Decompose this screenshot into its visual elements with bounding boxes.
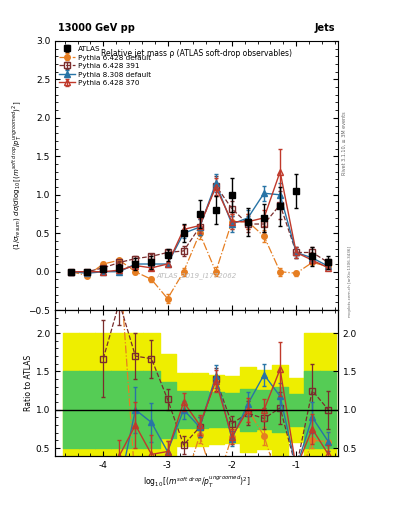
Text: 13000 GeV pp: 13000 GeV pp <box>58 23 135 33</box>
Y-axis label: Ratio to ATLAS: Ratio to ATLAS <box>24 355 33 411</box>
Y-axis label: $(1/\sigma_{resum})$ $d\sigma/d\log_{10}[(m^{soft\ drop}/p_T^{ungroomed})^2]$: $(1/\sigma_{resum})$ $d\sigma/d\log_{10}… <box>11 101 24 250</box>
Text: mcplots.cern.ch [arXiv:1306.3436]: mcplots.cern.ch [arXiv:1306.3436] <box>348 246 352 317</box>
Text: ATLAS_2019_I1772062: ATLAS_2019_I1772062 <box>156 272 237 279</box>
Text: Jets: Jets <box>315 23 335 33</box>
Legend: ATLAS, Pythia 6.428 default, Pythia 6.428 391, Pythia 8.308 default, Pythia 6.42: ATLAS, Pythia 6.428 default, Pythia 6.42… <box>57 43 153 88</box>
X-axis label: $\log_{10}[(m^{soft\ drop}/p_T^{ungroomed})^2]$: $\log_{10}[(m^{soft\ drop}/p_T^{ungroome… <box>143 474 250 490</box>
Text: Rivet 3.1.10, ≥ 3M events: Rivet 3.1.10, ≥ 3M events <box>342 112 346 175</box>
Text: Relative jet mass ρ (ATLAS soft-drop observables): Relative jet mass ρ (ATLAS soft-drop obs… <box>101 49 292 58</box>
